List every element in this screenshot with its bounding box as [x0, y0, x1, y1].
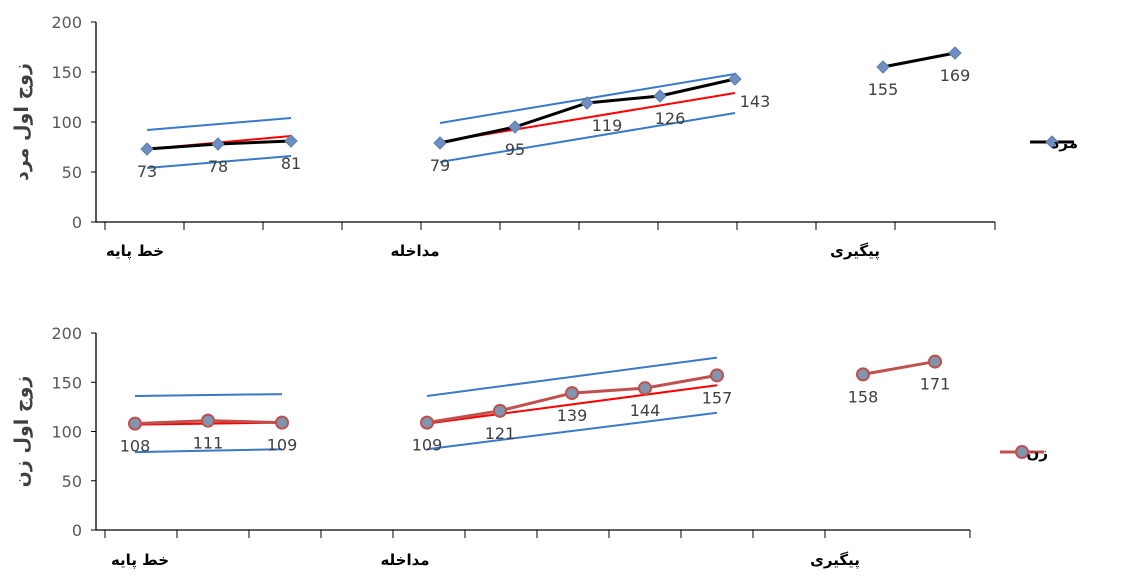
data-point-marker	[493, 403, 507, 418]
y-axis-label: زوج اول زن	[11, 376, 33, 488]
y-tick-label: 150	[51, 63, 82, 82]
phase-label: خط پایه	[106, 242, 164, 261]
data-label: 169	[940, 66, 971, 85]
trend-line	[146, 155, 292, 169]
data-point-marker	[211, 137, 225, 151]
data-point-marker	[508, 120, 522, 134]
trend-line	[439, 112, 736, 163]
data-label: 139	[557, 406, 588, 425]
data-label: 73	[137, 162, 157, 181]
data-point-marker	[128, 416, 142, 431]
data-point-marker	[284, 134, 298, 148]
phase-label: مداخله	[390, 242, 439, 260]
data-label: 158	[848, 387, 879, 406]
data-point-marker	[948, 46, 962, 60]
data-label: 157	[702, 388, 733, 407]
trend-line	[134, 448, 283, 454]
data-point-marker	[928, 354, 942, 369]
trend-line	[426, 384, 718, 425]
data-label: 119	[592, 116, 623, 135]
data-point-marker	[140, 142, 154, 156]
phase-label: خط پایه	[111, 551, 169, 570]
data-label: 109	[267, 436, 298, 455]
legend-label: مرد	[1052, 134, 1078, 152]
y-tick-label: 100	[51, 423, 82, 442]
y-axis-label: زوج اول مرد	[11, 63, 33, 181]
data-label: 95	[505, 140, 525, 159]
y-tick-label: 0	[72, 521, 82, 540]
data-point-marker	[876, 60, 890, 74]
data-label: 155	[868, 80, 899, 99]
chart-panel-2: 0 50 100 150 200 خط پایه مداخله پیگیری زوج اول ز…	[11, 324, 1048, 570]
data-label: 144	[630, 401, 661, 420]
data-label: 78	[208, 157, 228, 176]
data-point-marker	[580, 96, 594, 110]
y-tick-label: 0	[72, 213, 82, 232]
data-label: 121	[485, 424, 516, 443]
data-point-marker	[638, 381, 652, 396]
data-point-marker	[710, 368, 724, 383]
data-point-marker	[201, 413, 215, 428]
trend-line	[134, 393, 283, 398]
y-tick-label: 100	[51, 113, 82, 132]
chart-panel-1: 0 50 100 150 200 خط پایه مداخله پیگیری زوج اول م…	[11, 13, 1078, 261]
data-label: 143	[740, 92, 771, 111]
data-point-marker	[420, 415, 434, 430]
data-point-marker	[653, 89, 667, 103]
data-point-marker	[728, 72, 742, 86]
series-line	[882, 51, 956, 69]
legend-marker	[1045, 135, 1059, 149]
series-line	[439, 77, 736, 145]
phase-label: پیگیری	[810, 551, 860, 570]
phase-label: مداخله	[380, 551, 429, 569]
series-line	[862, 360, 936, 376]
data-point-marker	[433, 136, 447, 150]
trend-line	[426, 356, 718, 398]
y-tick-label: 200	[51, 324, 82, 343]
data-point-marker	[856, 367, 870, 382]
y-tick-label: 50	[62, 163, 82, 182]
legend-marker	[1015, 445, 1029, 459]
phase-label: پیگیری	[830, 242, 880, 261]
y-tick-label: 150	[51, 373, 82, 392]
y-tick-label: 50	[62, 472, 82, 491]
legend-label: زن	[1027, 444, 1048, 462]
data-point-marker	[565, 386, 579, 401]
data-label: 81	[281, 154, 301, 173]
trend-line	[146, 117, 292, 131]
data-label: 126	[655, 109, 686, 128]
trend-line	[426, 411, 718, 451]
data-label: 111	[193, 434, 224, 453]
data-label: 109	[412, 436, 443, 455]
data-label: 171	[920, 375, 951, 394]
data-label: 79	[430, 156, 450, 175]
y-tick-label: 200	[51, 13, 82, 32]
data-label: 108	[120, 437, 151, 456]
data-point-marker	[275, 415, 289, 430]
